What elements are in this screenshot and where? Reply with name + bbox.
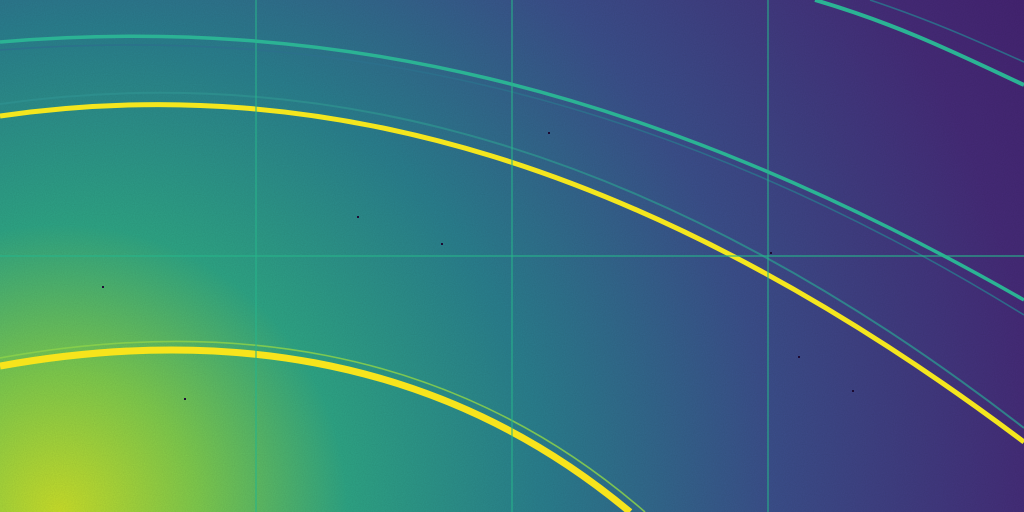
- hot-pixel: [357, 216, 359, 218]
- hot-pixel: [102, 286, 104, 288]
- hot-pixel: [852, 390, 854, 392]
- diffraction-ring-inner-bright: [0, 346, 633, 512]
- hot-pixel: [770, 252, 772, 254]
- diffraction-ring-far-outer: [814, 0, 1024, 87]
- hot-pixel: [441, 243, 443, 245]
- detector-hot-pixels: [102, 132, 854, 400]
- diffraction-ring-far-outer-halo: [869, 0, 1024, 63]
- hot-pixel: [184, 398, 186, 400]
- hot-pixel: [548, 132, 550, 134]
- hot-pixel: [798, 356, 800, 358]
- diffraction-ring-middle-bright: [0, 102, 1024, 444]
- diffraction-ring-outer: [0, 34, 1024, 302]
- diffraction-ring-inner-halo: [0, 340, 646, 512]
- diffraction-ring-outer-halo: [0, 44, 1024, 316]
- diffraction-ring-middle-halo: [0, 91, 1024, 429]
